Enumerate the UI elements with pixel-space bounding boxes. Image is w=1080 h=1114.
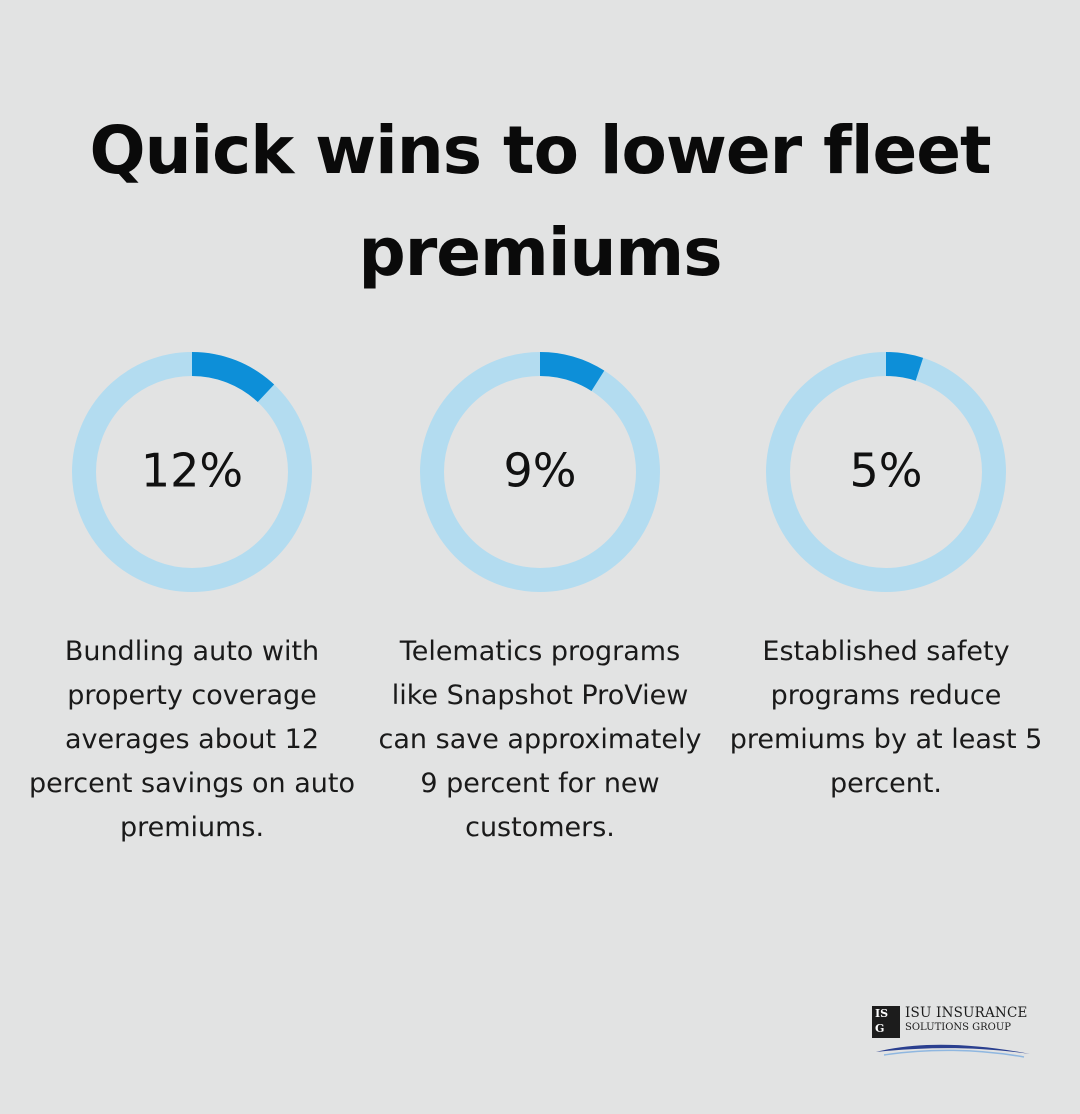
donut-percent-label: 12% — [141, 444, 243, 498]
logo-text-line1: ISU INSURANCE — [905, 1005, 1028, 1021]
donut-chart-safety: 5% — [766, 352, 1006, 592]
donut-chart-bundling: 12% — [72, 352, 312, 592]
donut-percent-label: 5% — [850, 444, 923, 498]
page-title: Quick wins to lower fleet premiums — [89, 112, 991, 291]
company-logo: IS G ISU INSURANCE SOLUTIONS GROUP — [872, 1004, 1042, 1064]
stat-card-safety: 5% Established safety programs reduce pr… — [713, 350, 1059, 806]
stat-card-bundling: 12% Bundling auto with property coverage… — [19, 350, 365, 850]
donut-percent-label: 9% — [504, 444, 577, 498]
logo-swoosh-icon — [876, 1044, 1030, 1058]
stat-description: Established safety programs reduce premi… — [729, 636, 1043, 799]
stat-card-telematics: 9% Telematics programs like Snapshot Pro… — [367, 350, 713, 850]
donut-value-arc — [191, 352, 275, 403]
donut-value-arc — [539, 352, 605, 392]
donut-value-arc — [885, 352, 924, 381]
stat-description: Bundling auto with property coverage ave… — [29, 636, 355, 843]
logo-text-line2: SOLUTIONS GROUP — [905, 1022, 1012, 1033]
donut-chart-telematics: 9% — [420, 352, 660, 592]
stat-description: Telematics programs like Snapshot ProVie… — [378, 636, 702, 843]
isg-logo-mark-icon: IS G — [872, 1006, 900, 1038]
